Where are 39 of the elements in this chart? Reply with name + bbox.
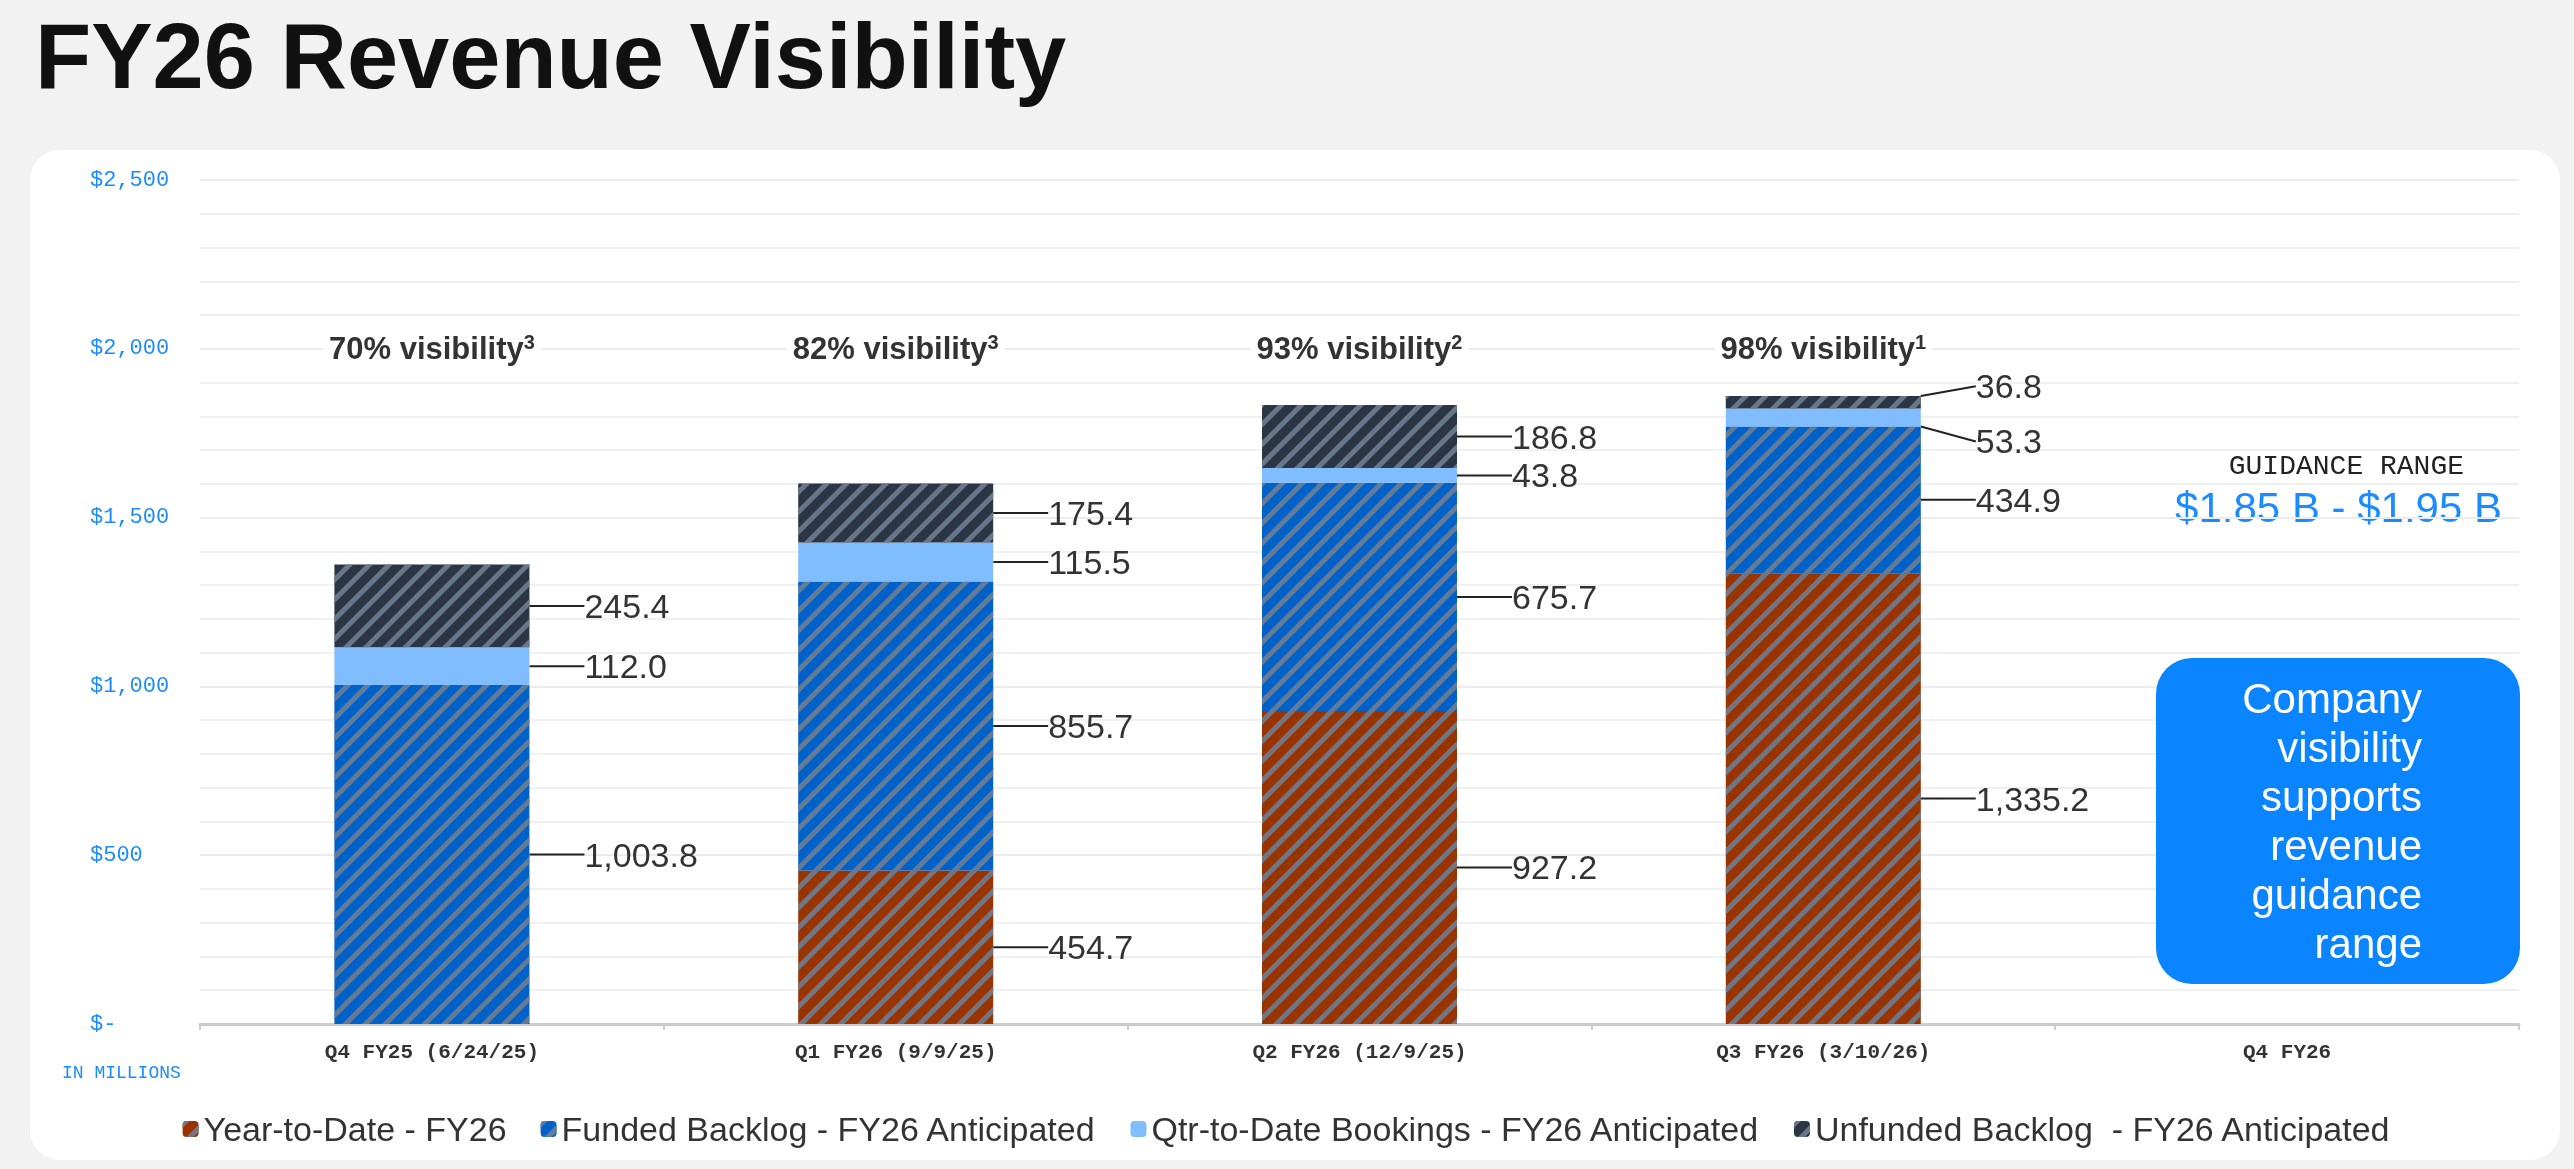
x-tick-label: Q3 FY26 (3/10/26): [1716, 1041, 1931, 1064]
data-label: 675.7: [1512, 577, 1598, 616]
data-label: 245.4: [584, 586, 670, 625]
data-label: 434.9: [1975, 480, 2061, 519]
y-tick-label: $1,000: [90, 673, 170, 699]
y-tick-label: $1,500: [90, 505, 170, 531]
text: IN MILLIONS: [62, 1063, 181, 1083]
data-label: 115.5: [1048, 543, 1131, 582]
data-label: 175.4: [1048, 494, 1134, 533]
legend-label: Qtr-to-Date Bookings - FY26 Anticipated: [1151, 1110, 1759, 1148]
legend-label: Year-to-Date - FY26: [203, 1110, 507, 1148]
legend-label: Funded Backlog - FY26 Anticipated: [561, 1110, 1095, 1148]
data-label: 454.7: [1048, 928, 1134, 967]
x-tick-label: Q4 FY26: [2242, 1041, 2332, 1064]
legend-label: Unfunded Backlog - FY26 Anticipated: [1814, 1110, 2390, 1148]
data-label: 855.7: [1048, 707, 1134, 746]
data-label: 1,335.2: [1975, 779, 2090, 818]
data-label: 43.8: [1512, 456, 1579, 495]
data-label: 927.2: [1512, 848, 1598, 887]
annotation: Company visibility supports revenue guidance range: [2241, 674, 2422, 968]
data-label: 53.3: [1975, 422, 2042, 461]
y-tick-label: $-: [90, 1011, 117, 1037]
bar: [798, 542, 994, 582]
x-tick-label: Q2 FY26 (12/9/25): [1252, 1041, 1467, 1064]
x-tick-label: Q4 FY25 (6/24/25): [324, 1041, 540, 1064]
bar: [1725, 408, 1921, 427]
x-tick-label: Q1 FY26 (9/9/25): [794, 1041, 997, 1064]
callout-box: Company visibility supports revenue guidance range: [2156, 658, 2520, 984]
data-label: 36.8: [1975, 367, 2042, 406]
y-tick-label: $2,500: [90, 167, 170, 193]
y-tick-label: $2,000: [90, 336, 170, 362]
data-label: 1,003.8: [584, 835, 698, 874]
chart-title: FY26 Revenue Visibility: [35, 5, 1067, 107]
data-label: 112.0: [584, 647, 667, 686]
annotation: GUIDANCE RANGE: [2228, 450, 2465, 482]
bar: [1262, 468, 1457, 483]
y-tick-label: $500: [90, 842, 143, 868]
data-label: 186.8: [1512, 417, 1598, 456]
bar: [334, 647, 530, 686]
